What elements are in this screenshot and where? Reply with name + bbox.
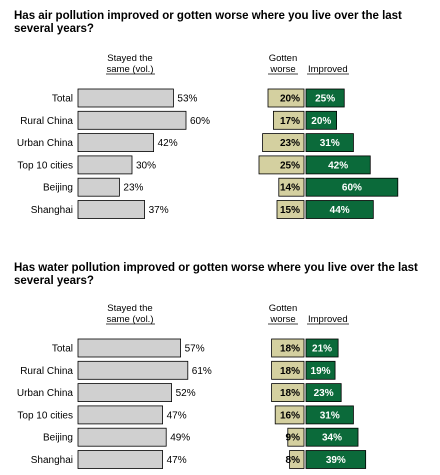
same-bar-total xyxy=(77,88,174,108)
same-bar-beijing xyxy=(77,177,120,197)
category-label-urban-china: Urban China xyxy=(17,138,74,149)
worse-bar-rural-china xyxy=(272,110,305,130)
category-label-total: Total xyxy=(52,94,73,105)
improved-value-rural-china: 19% xyxy=(311,366,331,377)
improved-value-total: 21% xyxy=(312,344,332,355)
same-value-total: 53% xyxy=(177,94,197,105)
worse-value-top-10-cities: 16% xyxy=(280,410,300,421)
same-value-rural-china: 60% xyxy=(190,116,210,127)
same-bar-shanghai xyxy=(77,200,145,219)
improved-value-rural-china: 20% xyxy=(311,116,331,127)
worse-bar-top-10-cities xyxy=(274,405,305,425)
water-chart-title: Has water pollution improved or gotten w… xyxy=(14,262,418,287)
improved-bar-rural-china xyxy=(305,360,336,380)
category-label-beijing: Beijing xyxy=(43,433,73,444)
same-bar-rural-china xyxy=(77,110,187,130)
improved-bar-urban-china xyxy=(305,383,342,402)
improved-bar-total xyxy=(305,338,339,358)
same-bar-urban-china xyxy=(77,133,154,152)
worse-bar-beijing xyxy=(278,177,305,197)
category-label-beijing: Beijing xyxy=(43,183,73,194)
same-value-total: 57% xyxy=(185,344,205,355)
improved-header: Improved xyxy=(308,314,348,325)
improved-header: Improved xyxy=(308,64,348,75)
worse-value-shanghai: 15% xyxy=(280,205,300,216)
improved-bar-top-10-cities xyxy=(305,155,371,175)
category-label-rural-china: Rural China xyxy=(20,366,73,377)
worse-value-shanghai: 8% xyxy=(286,455,301,466)
worse-value-top-10-cities: 25% xyxy=(280,160,300,171)
same-bar-urban-china xyxy=(77,383,172,402)
improved-bar-beijing xyxy=(305,427,359,447)
same-bar-beijing xyxy=(77,427,167,447)
worse-value-urban-china: 18% xyxy=(280,388,300,399)
same-header-line2: same (vol.) xyxy=(107,64,154,75)
worse-bar-total xyxy=(267,88,305,108)
improved-value-urban-china: 23% xyxy=(314,388,334,399)
improved-bar-shanghai xyxy=(305,200,374,219)
air-chart-title: Has air pollution improved or gotten wor… xyxy=(14,10,402,35)
worse-bar-top-10-cities xyxy=(258,155,305,175)
worse-bar-urban-china xyxy=(262,133,305,152)
same-value-shanghai: 37% xyxy=(149,205,169,216)
category-label-urban-china: Urban China xyxy=(17,388,74,399)
same-value-beijing: 49% xyxy=(170,433,190,444)
worse-value-beijing: 14% xyxy=(280,183,300,194)
same-bar-rural-china xyxy=(77,360,189,380)
same-value-urban-china: 52% xyxy=(176,388,196,399)
same-value-urban-china: 42% xyxy=(158,138,178,149)
improved-bar-rural-china xyxy=(305,110,338,130)
worse-value-total: 20% xyxy=(280,94,300,105)
improved-bar-top-10-cities xyxy=(305,405,354,425)
category-label-top-10-cities: Top 10 cities xyxy=(17,410,73,421)
worse-header-line2: worse xyxy=(269,64,295,75)
worse-bar-shanghai xyxy=(276,200,305,219)
same-header-line2: same (vol.) xyxy=(107,314,154,325)
category-label-rural-china: Rural China xyxy=(20,116,73,127)
worse-value-urban-china: 23% xyxy=(280,138,300,149)
worse-bar-urban-china xyxy=(271,383,305,402)
improved-bar-beijing xyxy=(305,177,399,197)
worse-value-beijing: 9% xyxy=(286,433,301,444)
improved-value-top-10-cities: 42% xyxy=(328,160,348,171)
same-bar-shanghai xyxy=(77,450,163,469)
improved-bar-urban-china xyxy=(305,133,354,152)
improved-value-top-10-cities: 31% xyxy=(320,410,340,421)
worse-value-total: 18% xyxy=(280,344,300,355)
category-label-shanghai: Shanghai xyxy=(31,205,73,216)
same-value-rural-china: 61% xyxy=(192,366,212,377)
worse-bar-beijing xyxy=(287,427,305,447)
same-header-line1: Stayed the xyxy=(107,53,152,64)
worse-value-rural-china: 17% xyxy=(280,116,300,127)
improved-value-urban-china: 31% xyxy=(320,138,340,149)
same-header-line1: Stayed the xyxy=(107,303,152,314)
same-bar-top-10-cities xyxy=(77,155,133,175)
category-label-shanghai: Shanghai xyxy=(31,455,73,466)
improved-value-shanghai: 44% xyxy=(330,205,350,216)
improved-bar-total xyxy=(305,88,345,108)
worse-bar-total xyxy=(271,338,305,358)
same-value-shanghai: 47% xyxy=(167,455,187,466)
improved-value-beijing: 34% xyxy=(322,433,342,444)
same-bar-top-10-cities xyxy=(77,405,163,425)
worse-header-line1: Gotten xyxy=(269,303,298,314)
worse-value-rural-china: 18% xyxy=(280,366,300,377)
worse-bar-rural-china xyxy=(271,360,305,380)
same-bar-total xyxy=(77,338,181,358)
worse-header-line2: worse xyxy=(269,314,295,325)
worse-bar-shanghai xyxy=(289,450,305,469)
worse-header-line1: Gotten xyxy=(269,53,298,64)
same-value-top-10-cities: 47% xyxy=(167,410,187,421)
improved-value-beijing: 60% xyxy=(342,183,362,194)
improved-value-total: 25% xyxy=(315,94,335,105)
same-value-beijing: 23% xyxy=(123,183,143,194)
improved-value-shanghai: 39% xyxy=(326,455,346,466)
improved-bar-shanghai xyxy=(305,450,367,469)
category-label-total: Total xyxy=(52,344,73,355)
category-label-top-10-cities: Top 10 cities xyxy=(17,160,73,171)
same-value-top-10-cities: 30% xyxy=(136,160,156,171)
